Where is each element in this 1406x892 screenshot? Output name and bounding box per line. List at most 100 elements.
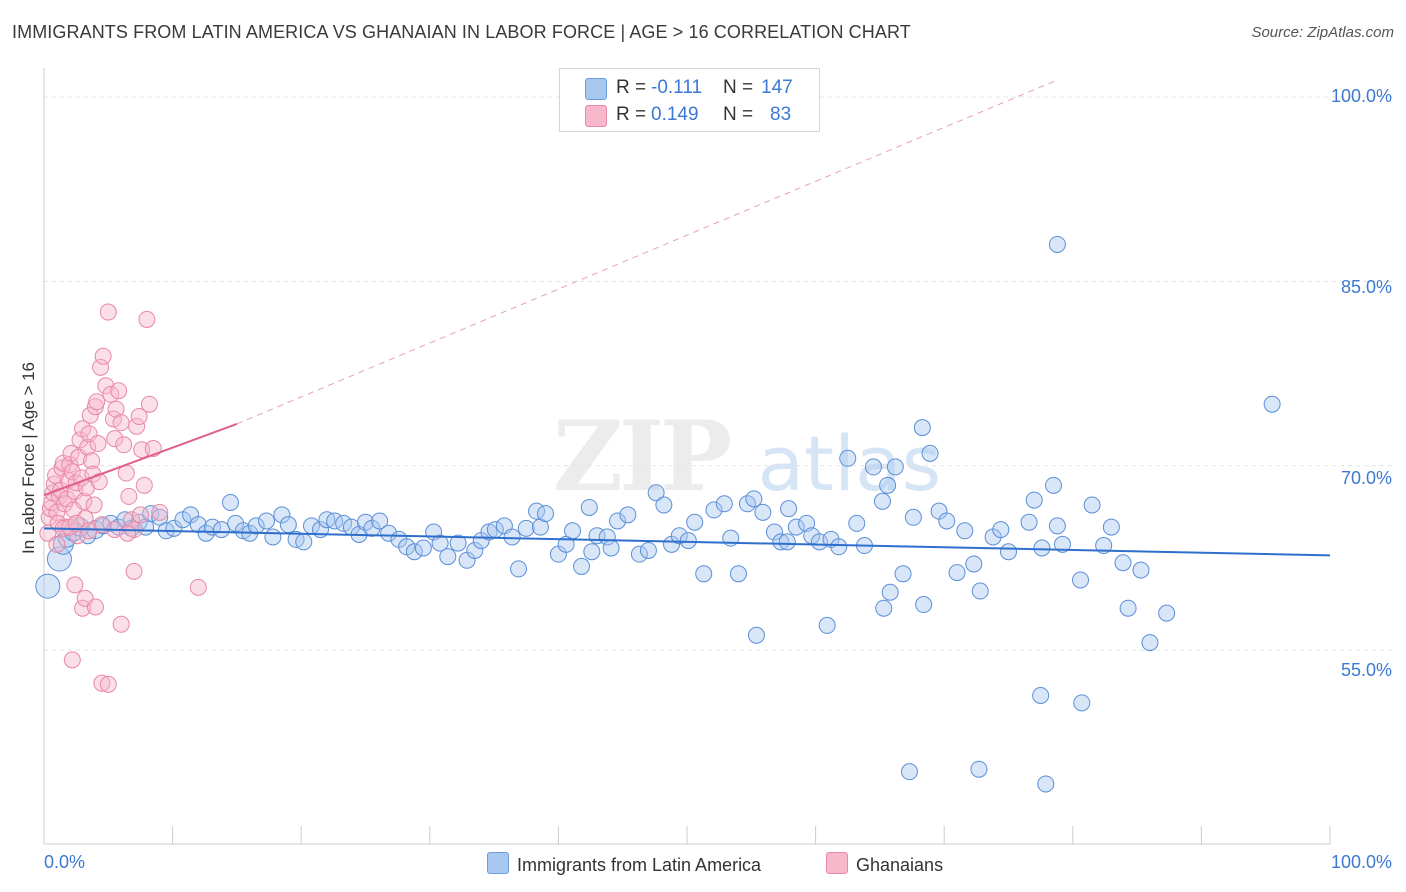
latin-america-point-40 bbox=[335, 514, 353, 532]
latin-america-point-61 bbox=[503, 528, 521, 546]
latin-america-point-35 bbox=[295, 533, 313, 551]
latin-america-point-133 bbox=[1132, 561, 1150, 579]
latin-america-point-131 bbox=[1114, 554, 1132, 572]
latin-america-point-94 bbox=[780, 500, 798, 518]
latin-america-point-137 bbox=[900, 763, 918, 781]
latin-america-point-101 bbox=[839, 449, 857, 467]
y-tick-label-70: 70.0% bbox=[1340, 468, 1392, 488]
latin-america-point-107 bbox=[886, 458, 904, 476]
latin-america-point-113 bbox=[938, 512, 956, 530]
ghanaian-point-72 bbox=[189, 578, 207, 596]
ghanaian-point-77 bbox=[67, 514, 85, 532]
bottom-legend-label-latin-america: Immigrants from Latin America bbox=[517, 855, 762, 875]
latin-america-point-142 bbox=[818, 616, 836, 634]
latin-america-point-117 bbox=[971, 582, 989, 600]
latin-america-point-78 bbox=[647, 484, 665, 502]
latin-america-point-140 bbox=[1263, 395, 1281, 413]
latin-america-point-53 bbox=[439, 548, 457, 566]
ghanaian-point-43 bbox=[97, 377, 115, 395]
watermark-atlas: atlas bbox=[757, 419, 942, 508]
latin-america-point-31 bbox=[264, 528, 282, 546]
x-tick-label-min: 0.0% bbox=[44, 852, 86, 872]
latin-america-point-147 bbox=[1073, 694, 1091, 712]
latin-america-point-123 bbox=[1033, 539, 1051, 557]
latin-america-point-102 bbox=[848, 514, 866, 532]
latin-america-point-111 bbox=[921, 444, 939, 462]
latin-america-point-25 bbox=[221, 494, 239, 512]
latin-america-point-63 bbox=[517, 519, 535, 537]
ghanaian-point-34 bbox=[83, 452, 101, 470]
latin-america-point-56 bbox=[466, 541, 484, 559]
ghanaian-point-19 bbox=[63, 463, 81, 481]
latin-america-point-127 bbox=[1072, 571, 1090, 589]
latin-america-point-141 bbox=[747, 626, 765, 644]
ghanaian-point-40 bbox=[90, 473, 108, 491]
latin-america-point-95 bbox=[787, 518, 805, 536]
ghanaian-point-13 bbox=[56, 495, 74, 513]
ghanaian-point-68 bbox=[93, 674, 111, 692]
latin-america-point-49 bbox=[405, 543, 423, 561]
legend-n-label: N = bbox=[723, 77, 754, 98]
ghanaian-point-67 bbox=[86, 598, 104, 616]
latin-america-point-62 bbox=[510, 560, 528, 578]
legend-r-value: 0.149 bbox=[651, 104, 699, 125]
latin-america-point-116 bbox=[965, 555, 983, 573]
latin-america-point-134 bbox=[1141, 634, 1159, 652]
y-axis-label: In Labor Force | Age > 16 bbox=[19, 361, 38, 555]
chart-title: IMMIGRANTS FROM LATIN AMERICA VS GHANAIA… bbox=[12, 22, 911, 42]
ghanaian-point-65 bbox=[74, 599, 92, 617]
latin-america-point-145 bbox=[881, 583, 899, 601]
legend-r-label: R = bbox=[616, 104, 647, 125]
ghanaian-point-49 bbox=[110, 382, 128, 400]
legend-n-value: 83 bbox=[770, 104, 792, 125]
ghanaian-point-74 bbox=[48, 535, 66, 553]
latin-america-point-29 bbox=[247, 517, 265, 535]
ghanaian-point-71 bbox=[125, 562, 143, 580]
latin-america-point-130 bbox=[1102, 518, 1120, 536]
latin-america-point-146 bbox=[1032, 686, 1050, 704]
latin-america-point-93 bbox=[772, 533, 790, 551]
ghanaian-point-46 bbox=[104, 410, 122, 428]
legend-row-ghanaians: R = 0.149 N = 83 bbox=[560, 102, 819, 128]
latin-america-point-108 bbox=[894, 565, 912, 583]
latin-america-point-105 bbox=[873, 492, 891, 510]
trendline-latin-america bbox=[43, 527, 1331, 557]
ghanaian-point-18 bbox=[62, 444, 80, 462]
watermark: ZIP atlas bbox=[553, 400, 941, 513]
bottom-legend-swatch-ghanaians bbox=[826, 852, 848, 874]
latin-america-point-76 bbox=[630, 545, 648, 563]
latin-america-point-119 bbox=[992, 521, 1010, 539]
correlation-legend: R = -0.111 N = 147 R = 0.149 N = 83 bbox=[559, 68, 820, 132]
ghanaian-point-28 bbox=[75, 492, 93, 510]
ghanaian-point-69 bbox=[99, 675, 117, 693]
legend-r-value: -0.111 bbox=[651, 77, 703, 98]
latin-america-point-115 bbox=[956, 522, 974, 540]
ghanaian-point-53 bbox=[120, 487, 138, 505]
latin-america-point-32 bbox=[273, 506, 291, 524]
source-label: Source: ZipAtlas.com bbox=[1251, 24, 1394, 41]
latin-america-point-128 bbox=[1083, 496, 1101, 514]
latin-america-point-45 bbox=[371, 512, 389, 530]
latin-america-point-54 bbox=[449, 534, 467, 552]
legend-r-label: R = bbox=[616, 77, 647, 98]
y-tick-label-85: 85.0% bbox=[1340, 277, 1392, 297]
trendline-ghanaians-extension bbox=[236, 80, 1055, 425]
trendline-ghanaians bbox=[43, 422, 238, 497]
ghanaian-point-39 bbox=[89, 435, 107, 453]
legend-n-label: N = bbox=[723, 104, 754, 125]
latin-america-point-114 bbox=[948, 564, 966, 582]
latin-america-point-120 bbox=[1000, 543, 1017, 561]
latin-america-point-81 bbox=[670, 527, 688, 545]
legend-n-value: 147 bbox=[761, 77, 793, 98]
latin-america-point-125 bbox=[1048, 517, 1066, 535]
latin-america-point-92 bbox=[765, 523, 783, 541]
ghanaian-point-36 bbox=[85, 496, 103, 514]
ghanaian-point-56 bbox=[128, 417, 146, 435]
ghanaian-point-63 bbox=[151, 503, 169, 521]
latin-america-point-71 bbox=[580, 498, 598, 516]
ghanaian-point-82 bbox=[131, 506, 149, 524]
legend-row-latin-america: R = -0.111 N = 147 bbox=[560, 75, 819, 101]
ghanaian-point-64 bbox=[66, 576, 84, 594]
latin-america-point-143 bbox=[875, 599, 893, 617]
